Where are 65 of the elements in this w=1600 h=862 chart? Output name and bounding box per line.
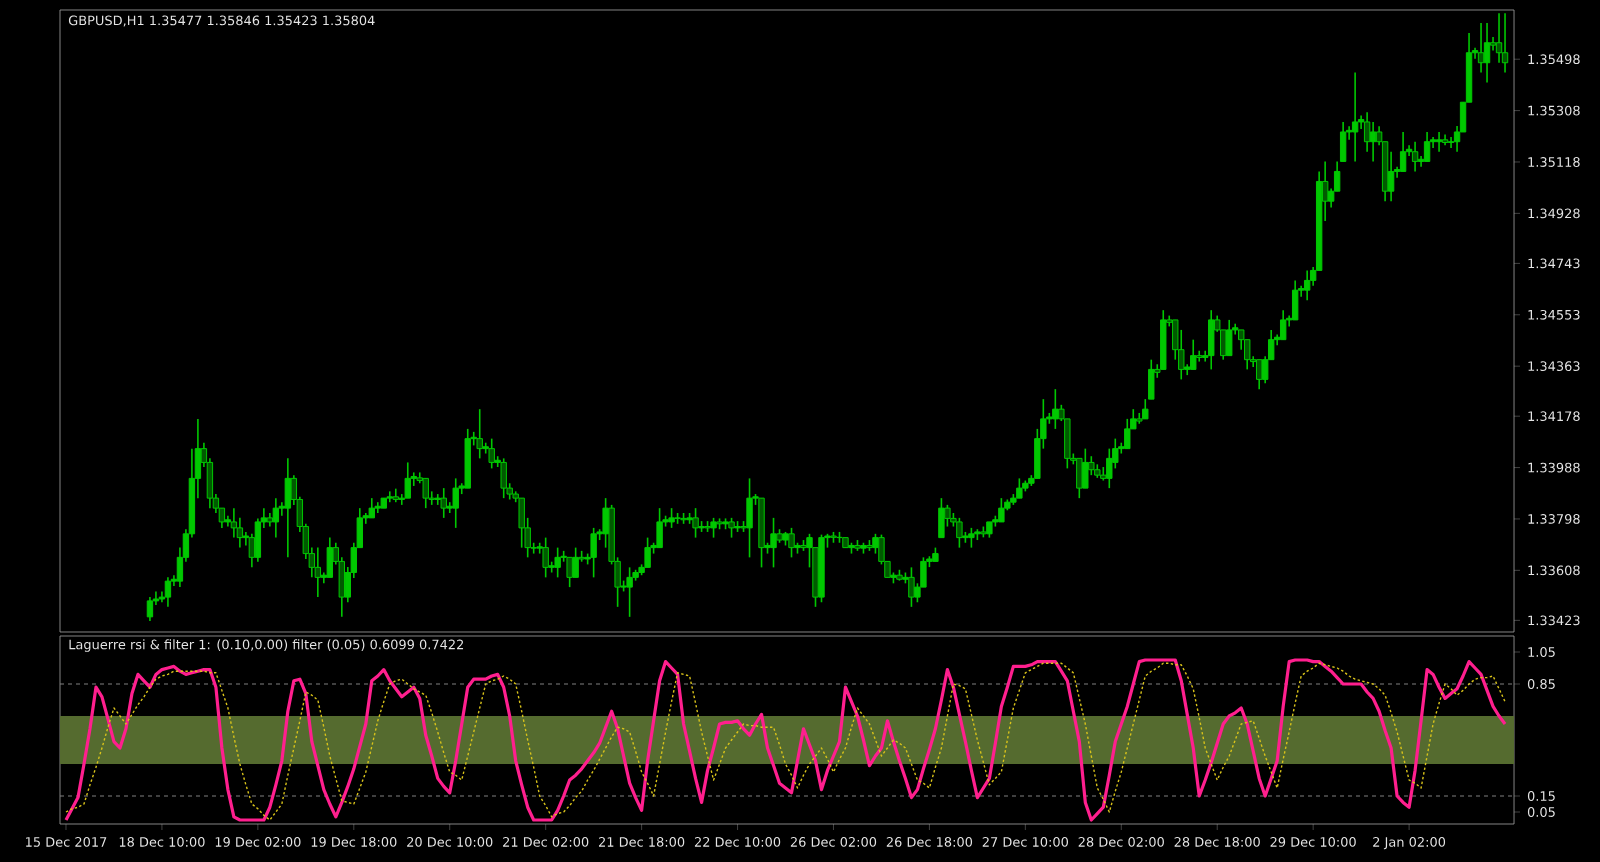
- candlestick: [374, 501, 381, 514]
- candlestick: [422, 477, 429, 509]
- candlestick: [1291, 279, 1299, 321]
- candlestick: [908, 566, 915, 608]
- candlestick: [668, 507, 675, 529]
- candlestick: [1399, 131, 1407, 173]
- candlestick: [1208, 309, 1215, 371]
- candlestick: [326, 536, 334, 579]
- candlestick: [1363, 111, 1371, 153]
- candlestick: [284, 457, 292, 559]
- candlestick: [386, 490, 393, 503]
- candlestick: [956, 517, 963, 549]
- candlestick: [938, 497, 945, 539]
- candlestick: [542, 536, 549, 579]
- candlestick: [1226, 319, 1233, 357]
- candlestick: [626, 566, 633, 618]
- candlestick: [1423, 131, 1431, 163]
- candlestick: [872, 533, 879, 555]
- candlestick: [1435, 131, 1443, 153]
- candlestick: [1483, 22, 1491, 84]
- candlestick: [434, 493, 441, 506]
- candlestick: [272, 497, 280, 539]
- candlestick: [1124, 418, 1131, 450]
- candlestick: [1501, 12, 1509, 74]
- candlestick: [1411, 140, 1419, 173]
- candlestick: [1106, 447, 1113, 489]
- candlestick: [1279, 309, 1287, 341]
- candlestick: [314, 546, 322, 598]
- candlestick: [452, 477, 459, 529]
- candlestick: [644, 536, 651, 569]
- candlestick: [1351, 71, 1359, 163]
- candlestick: [518, 497, 525, 549]
- candlestick: [146, 596, 154, 622]
- candlestick: [656, 507, 663, 549]
- candlestick: [500, 457, 507, 499]
- candlestick: [1076, 457, 1083, 499]
- candlestick: [440, 487, 447, 519]
- candlestick: [788, 527, 795, 559]
- candlestick: [1255, 358, 1263, 390]
- candlestick: [1303, 269, 1311, 301]
- candlestick: [710, 517, 717, 539]
- candlestick: [1016, 477, 1023, 499]
- candlestick: [488, 437, 495, 470]
- candlestick: [368, 497, 375, 519]
- candlestick: [1052, 388, 1059, 430]
- candlestick: [692, 507, 699, 539]
- candlestick: [1339, 121, 1347, 163]
- candlestick: [1495, 12, 1503, 64]
- candlestick: [590, 527, 597, 579]
- candlestick: [968, 527, 975, 549]
- candlestick: [746, 477, 753, 559]
- candlestick: [404, 461, 411, 499]
- candlestick: [1477, 22, 1485, 74]
- candlestick: [1196, 349, 1203, 363]
- candlestick: [554, 546, 561, 579]
- candlestick: [566, 556, 573, 588]
- candlestick: [572, 546, 579, 579]
- candlestick: [1082, 447, 1089, 489]
- candlestick: [770, 517, 777, 569]
- candlestick: [998, 497, 1005, 523]
- candlestick: [476, 408, 483, 460]
- candlestick: [1369, 121, 1377, 163]
- candlestick: [728, 517, 735, 539]
- candlestick: [1190, 338, 1197, 371]
- candlestick: [164, 576, 172, 608]
